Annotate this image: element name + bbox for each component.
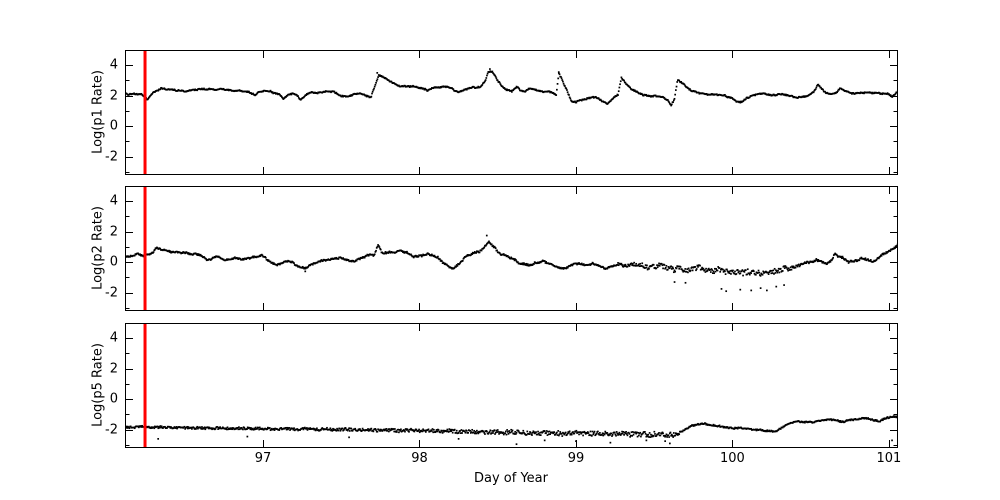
x-axis-title: Day of Year bbox=[474, 471, 548, 486]
p2-plot-canvas bbox=[125, 186, 898, 311]
p5-y-axis-title: Log(p5 Rate) bbox=[90, 343, 106, 427]
x-tick-label: 97 bbox=[254, 451, 272, 466]
p1-ytick-label: 0 bbox=[109, 118, 118, 134]
panel-log-p2-rate: -2 0 2 4 Log(p2 Rate) bbox=[91, 186, 898, 311]
x-tick-label: 99 bbox=[567, 451, 585, 466]
p5-ytick-label: 4 bbox=[109, 330, 118, 346]
p1-ytick-label: -2 bbox=[105, 149, 118, 165]
p1-ytick-label: 4 bbox=[109, 57, 118, 73]
panel-log-p1-rate: -2 0 2 4 Log(p1 Rate) bbox=[91, 50, 898, 175]
x-tick-label: 98 bbox=[411, 451, 428, 466]
p1-y-axis-title: Log(p1 Rate) bbox=[90, 70, 106, 154]
p1-plot-canvas bbox=[125, 50, 898, 175]
p5-ytick-label: 0 bbox=[109, 391, 118, 407]
panel-log-p5-rate: -2 0 2 4 Log(p5 Rate) bbox=[91, 323, 898, 448]
p5-ytick-label: -2 bbox=[105, 422, 118, 438]
p1-ytick-label: 2 bbox=[109, 88, 118, 104]
p5-ytick-label: 2 bbox=[109, 361, 118, 377]
p5-plot-canvas bbox=[125, 323, 898, 448]
x-tick-label: 100 bbox=[719, 451, 745, 466]
p2-ytick-label: 2 bbox=[109, 224, 118, 240]
x-tick-label: 101 bbox=[876, 451, 902, 466]
p2-ytick-label: -2 bbox=[105, 285, 118, 301]
p2-ytick-label: 4 bbox=[109, 193, 118, 209]
p2-y-axis-title: Log(p2 Rate) bbox=[90, 206, 106, 290]
p2-ytick-label: 0 bbox=[109, 254, 118, 270]
